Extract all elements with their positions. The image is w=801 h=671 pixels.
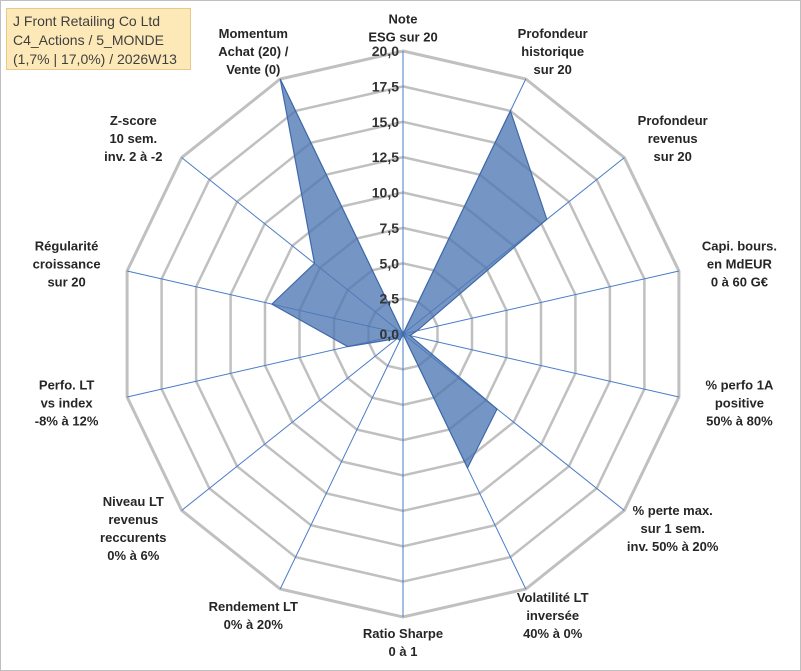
tick-label-8: 20,0 [372, 43, 399, 59]
axis-label-2: Profondeur revenus sur 20 [638, 113, 708, 164]
axis-label-1: Profondeur historique sur 20 [518, 26, 588, 77]
axis-label-4-line-2: 50% à 80% [706, 414, 773, 429]
title-line-company: J Front Retailing Co Ltd [13, 13, 161, 29]
axis-label-10-line-2: -8% à 12% [35, 414, 99, 429]
axis-label-11-line-0: Régularité [35, 238, 99, 253]
axis-label-6-line-0: Volatilité LT [517, 590, 589, 605]
axis-spoke-8 [279, 333, 404, 590]
series-layer [270, 78, 548, 470]
axis-label-8: Rendement LT 0% à 20% [209, 599, 298, 632]
axis-label-0-line-0: Note [389, 12, 418, 27]
axis-label-10: Perfo. LT vs index -8% à 12% [35, 378, 99, 429]
axis-label-3-line-1: en MdEUR [707, 256, 773, 271]
axis-label-1-line-2: sur 20 [534, 62, 572, 77]
axis-label-5-line-0: % perte max. [633, 503, 713, 518]
axis-label-6-line-2: 40% à 0% [523, 626, 583, 641]
tick-label-5: 12,5 [372, 149, 399, 165]
axis-label-5-line-2: inv. 50% à 20% [627, 539, 719, 554]
axis-label-12: Z-score 10 sem. inv. 2 à -2 [104, 113, 162, 164]
axis-label-11-line-2: sur 20 [47, 274, 85, 289]
tick-label-0: 0,0 [380, 326, 400, 342]
axis-label-8-line-0: Rendement LT [209, 599, 298, 614]
axis-label-9-line-0: Niveau LT [103, 494, 164, 509]
axis-label-9-line-1: revenus [108, 512, 158, 527]
tick-label-7: 17,5 [372, 78, 399, 94]
tick-label-1: 2,5 [380, 291, 400, 307]
tick-label-6: 15,0 [372, 114, 399, 130]
axis-label-1-line-0: Profondeur [518, 26, 588, 41]
tick-label-3: 7,5 [380, 220, 400, 236]
axis-label-4: % perfo 1A positive 50% à 80% [705, 378, 774, 429]
axis-labels: Note ESG sur 20 Profondeur historique sur 20… [33, 12, 777, 659]
axis-label-9-line-2: reccurents [100, 530, 166, 545]
axis-label-9: Niveau LT revenus reccurents 0% à 6% [100, 494, 166, 563]
title-line-category: C4_Actions / 5_MONDE [13, 32, 164, 48]
axis-label-7-line-1: 0 à 1 [389, 644, 418, 659]
axis-label-5-line-1: sur 1 sem. [641, 521, 705, 536]
series-area [270, 78, 548, 470]
axis-label-10-line-0: Perfo. LT [39, 378, 94, 393]
axis-label-13-line-1: Achat (20) / [218, 44, 288, 59]
axis-spoke-4 [402, 333, 680, 398]
axis-spoke-3 [402, 270, 680, 335]
axis-label-2-line-2: sur 20 [654, 149, 692, 164]
axis-label-12-line-2: inv. 2 à -2 [104, 149, 162, 164]
axis-label-12-line-0: Z-score [110, 113, 157, 128]
axis-label-5: % perte max. sur 1 sem. inv. 50% à 20% [627, 503, 719, 554]
axis-label-10-line-1: vs index [41, 396, 94, 411]
axis-label-11: Régularité croissance sur 20 [33, 238, 101, 289]
axis-label-6: Volatilité LT inversée 40% à 0% [517, 590, 589, 641]
axis-label-4-line-0: % perfo 1A [705, 378, 774, 393]
axis-label-8-line-1: 0% à 20% [224, 617, 284, 632]
axis-label-9-line-3: 0% à 6% [107, 548, 159, 563]
tick-label-4: 10,0 [372, 185, 399, 201]
axis-label-0-line-1: ESG sur 20 [368, 30, 437, 45]
axis-label-1-line-1: historique [521, 44, 584, 59]
axis-label-11-line-1: croissance [33, 256, 101, 271]
axis-label-12-line-1: 10 sem. [109, 131, 157, 146]
axis-spoke-9 [181, 333, 404, 511]
axis-label-2-line-1: revenus [648, 131, 698, 146]
axis-label-0: Note ESG sur 20 [368, 12, 437, 45]
axis-label-6-line-1: inversée [526, 608, 579, 623]
chart-title-box: J Front Retailing Co Ltd C4_Actions / 5_… [6, 8, 191, 70]
title-line-stats: (1,7% | 17,0%) / 2026W13 [13, 51, 177, 67]
axis-label-7-line-0: Ratio Sharpe [363, 626, 443, 641]
axis-label-13-line-2: Vente (0) [226, 62, 280, 77]
axis-label-13: Momentum Achat (20) / Vente (0) [218, 26, 288, 77]
axis-label-3-line-0: Capi. bours. [702, 238, 777, 253]
axis-label-4-line-1: positive [715, 396, 764, 411]
axis-label-3-line-2: 0 à 60 G€ [711, 274, 768, 289]
axis-label-13-line-0: Momentum [219, 26, 288, 41]
tick-labels: 0,0 2,5 5,0 7,5 10,0 12,5 15,0 17,5 20,0 [372, 43, 399, 342]
axis-label-3: Capi. bours. en MdEUR 0 à 60 G€ [702, 238, 777, 289]
axis-label-7: Ratio Sharpe 0 à 1 [363, 626, 443, 659]
axis-label-2-line-0: Profondeur [638, 113, 708, 128]
tick-label-2: 5,0 [380, 255, 400, 271]
